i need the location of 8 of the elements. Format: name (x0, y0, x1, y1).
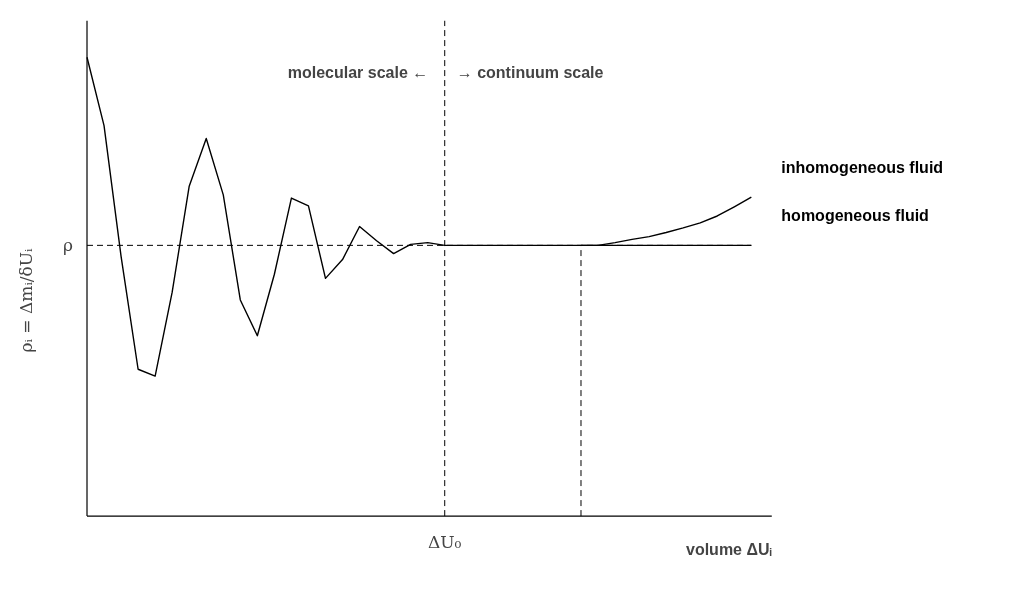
text: inhomogeneous fluid (781, 158, 944, 176)
ref-line-label: ρ (63, 235, 74, 256)
text: homogeneous fluid (781, 206, 929, 224)
annotation: molecular scale ← (287, 63, 429, 81)
y-axis-title: ρᵢ = Δmᵢ/δUᵢ (15, 247, 36, 353)
annotation: → continuum scale (456, 63, 604, 81)
x-axis-title: volume ΔUᵢ (686, 541, 772, 559)
text: ΔU₀ (428, 532, 462, 553)
